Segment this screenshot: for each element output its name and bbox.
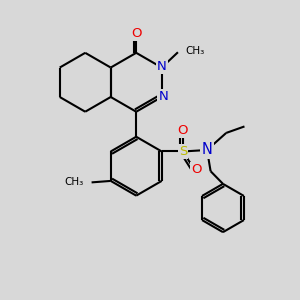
Text: CH₃: CH₃ bbox=[64, 177, 83, 188]
Text: S: S bbox=[179, 145, 187, 158]
Text: CH₃: CH₃ bbox=[185, 46, 205, 56]
Text: O: O bbox=[191, 163, 201, 176]
Text: O: O bbox=[131, 27, 142, 40]
Text: N: N bbox=[158, 91, 168, 103]
Text: N: N bbox=[202, 142, 212, 158]
Text: N: N bbox=[157, 60, 166, 73]
Text: O: O bbox=[178, 124, 188, 137]
